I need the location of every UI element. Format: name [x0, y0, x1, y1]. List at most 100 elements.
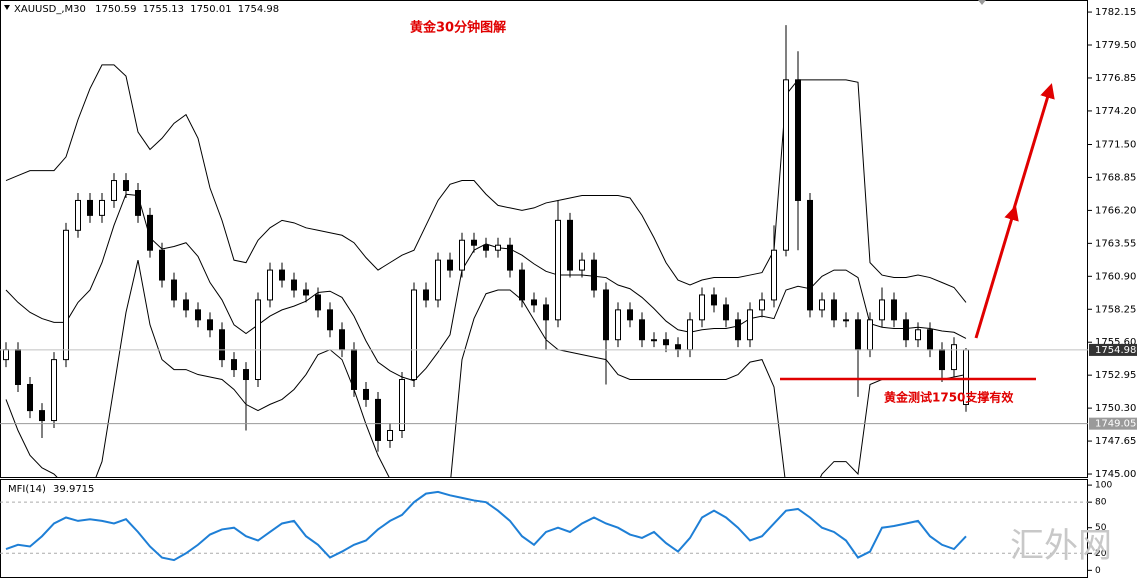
- mfi-panel: [0, 479, 1088, 578]
- y-tick-label: 1752.95: [1095, 370, 1136, 381]
- y-tick-label: 50: [1095, 523, 1107, 533]
- candle-body: [159, 249, 165, 281]
- reference-label: 1749.05: [1095, 419, 1136, 430]
- y-tick-label: 1771.50: [1095, 139, 1136, 150]
- candle-body: [39, 410, 45, 422]
- candle-body: [375, 398, 381, 441]
- candle-body: [339, 329, 345, 351]
- candle-body: [627, 309, 633, 321]
- candle-body: [939, 349, 945, 371]
- candle-body: [255, 299, 261, 381]
- candle-body: [687, 319, 693, 351]
- candle-body: [99, 199, 105, 216]
- candle-body: [723, 304, 729, 321]
- candle-body: [351, 349, 357, 390]
- y-tick-label: 1755.60: [1095, 337, 1136, 348]
- y-tick-label: 1768.85: [1095, 172, 1136, 183]
- candle-body: [27, 383, 33, 412]
- candle-body: [51, 359, 57, 422]
- dropdown-icon[interactable]: [978, 0, 986, 5]
- y-tick-label: 1763.55: [1095, 238, 1136, 249]
- main-panel: [0, 0, 1088, 478]
- candle-body: [207, 319, 213, 331]
- y-tick-label: 1745.00: [1095, 469, 1136, 480]
- y-tick-label: 1760.90: [1095, 271, 1136, 282]
- y-tick-label: 80: [1095, 498, 1107, 508]
- candle-body: [543, 304, 549, 321]
- y-tick-label: 0: [1095, 566, 1101, 576]
- y-tick-label: 1766.20: [1095, 205, 1136, 216]
- candle-body: [267, 269, 273, 301]
- candle-body: [411, 289, 417, 381]
- candle-body: [75, 199, 81, 231]
- price-label-box: [1089, 343, 1137, 356]
- axes: 1782.15 1779.50 1776.85 1774.20 1771.50 1768.…: [1088, 7, 1137, 576]
- candle-body: [507, 244, 513, 271]
- candle-body: [483, 244, 489, 251]
- indicator-label: MFI(14) 39.9715: [8, 484, 94, 495]
- price-plot: [0, 25, 1088, 478]
- candle-body: [711, 294, 717, 306]
- candle-body: [447, 259, 453, 271]
- watermark: 汇外网: [1010, 526, 1112, 566]
- candle-body: [807, 199, 813, 311]
- candle-body: [279, 269, 285, 281]
- candle-body: [603, 289, 609, 341]
- candle-body: [651, 339, 657, 342]
- candle-body: [795, 79, 801, 201]
- candle-body: [819, 299, 825, 311]
- candle-body: [891, 299, 897, 321]
- y-tick-label: 20: [1095, 549, 1107, 559]
- candle-body: [123, 180, 129, 192]
- candle-body: [951, 344, 957, 371]
- candle-body: [327, 309, 333, 331]
- candle-body: [927, 329, 933, 351]
- candle-body: [195, 309, 201, 321]
- candle-body: [579, 259, 585, 271]
- symbol: XAUUSD_,M30: [14, 4, 86, 15]
- candle-body: [219, 329, 225, 361]
- y-tick-label: 1774.20: [1095, 106, 1136, 117]
- candle-body: [639, 319, 645, 341]
- indicator-line: [5, 490, 967, 562]
- candle-body: [147, 214, 153, 251]
- candle-body: [495, 244, 501, 251]
- candle-body: [291, 279, 297, 291]
- candle-body: [903, 319, 909, 341]
- candle-body: [15, 349, 21, 385]
- candle-body: [63, 229, 69, 361]
- candle-body: [591, 259, 597, 291]
- y-tick-label: 100: [1095, 481, 1112, 491]
- mfi-plot: [0, 490, 1088, 562]
- y-tick-label: 1782.15: [1095, 7, 1136, 18]
- band-lower: [5, 260, 967, 478]
- y-tick-label: 1779.50: [1095, 40, 1136, 51]
- candle-body: [423, 289, 429, 301]
- candle-body: [855, 319, 861, 351]
- chart-header: XAUUSD_,M30 1750.59 1755.13 1750.01 1754…: [14, 4, 279, 15]
- candle-body: [303, 289, 309, 296]
- header-open: 1750.59: [95, 4, 136, 15]
- y-tick-label: 1758.25: [1095, 304, 1136, 315]
- indicator-value: 39.9715: [53, 484, 94, 495]
- indicator-name: MFI(14): [8, 484, 46, 495]
- candle-body: [387, 429, 393, 441]
- candle-body: [231, 359, 237, 371]
- candle-body: [867, 319, 873, 351]
- candle-body: [915, 329, 921, 341]
- candle-body: [243, 369, 249, 381]
- candle-body: [3, 349, 9, 361]
- candle-body: [699, 294, 705, 321]
- candle-body: [771, 249, 777, 301]
- y-tick-label: 1776.85: [1095, 73, 1136, 84]
- candle-body: [435, 259, 441, 301]
- candle-body: [111, 180, 117, 201]
- arrow-drawing: [1011, 83, 1055, 213]
- menu-icon[interactable]: [4, 5, 10, 10]
- chart-title: 黄金30分钟图解: [410, 20, 506, 36]
- candle-body: [735, 319, 741, 341]
- candle-body: [879, 299, 885, 321]
- candle-body: [459, 239, 465, 271]
